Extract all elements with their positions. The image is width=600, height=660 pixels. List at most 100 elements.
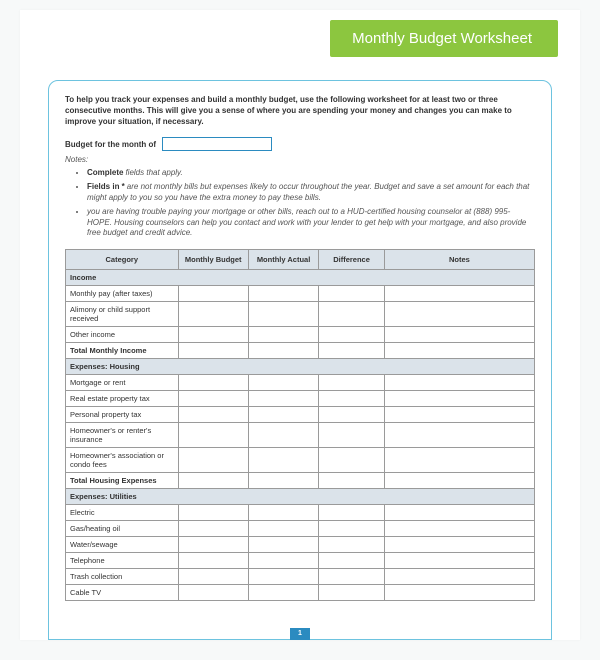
page-title-banner: Monthly Budget Worksheet <box>330 20 558 57</box>
value-cell[interactable] <box>178 505 248 521</box>
value-cell[interactable] <box>384 343 534 359</box>
col-monthly-budget: Monthly Budget <box>178 250 248 270</box>
table-row: Homeowner's or renter's insurance <box>66 423 535 448</box>
value-cell[interactable] <box>384 569 534 585</box>
value-cell[interactable] <box>248 448 318 473</box>
category-cell: Personal property tax <box>66 407 179 423</box>
value-cell[interactable] <box>248 473 318 489</box>
value-cell[interactable] <box>319 423 385 448</box>
value-cell[interactable] <box>384 423 534 448</box>
value-cell[interactable] <box>178 391 248 407</box>
value-cell[interactable] <box>384 537 534 553</box>
value-cell[interactable] <box>319 327 385 343</box>
category-cell: Homeowner's association or condo fees <box>66 448 179 473</box>
table-body: IncomeMonthly pay (after taxes)Alimony o… <box>66 270 535 601</box>
value-cell[interactable] <box>319 448 385 473</box>
value-cell[interactable] <box>178 473 248 489</box>
table-row: Real estate property tax <box>66 391 535 407</box>
value-cell[interactable] <box>319 286 385 302</box>
value-cell[interactable] <box>178 553 248 569</box>
value-cell[interactable] <box>178 327 248 343</box>
category-cell: Water/sewage <box>66 537 179 553</box>
value-cell[interactable] <box>319 521 385 537</box>
value-cell[interactable] <box>384 448 534 473</box>
value-cell[interactable] <box>248 505 318 521</box>
table-row: Cable TV <box>66 585 535 601</box>
value-cell[interactable] <box>384 302 534 327</box>
category-cell: Trash collection <box>66 569 179 585</box>
table-row: Expenses: Housing <box>66 359 535 375</box>
value-cell[interactable] <box>248 327 318 343</box>
value-cell[interactable] <box>384 585 534 601</box>
category-cell: Real estate property tax <box>66 391 179 407</box>
value-cell[interactable] <box>319 375 385 391</box>
value-cell[interactable] <box>384 407 534 423</box>
value-cell[interactable] <box>319 553 385 569</box>
note-item: you are having trouble paying your mortg… <box>87 207 535 239</box>
value-cell[interactable] <box>319 343 385 359</box>
category-cell: Other income <box>66 327 179 343</box>
col-difference: Difference <box>319 250 385 270</box>
category-cell: Total Housing Expenses <box>66 473 179 489</box>
table-row: Alimony or child support received <box>66 302 535 327</box>
intro-text: To help you track your expenses and buil… <box>65 95 535 127</box>
table-row: Total Housing Expenses <box>66 473 535 489</box>
value-cell[interactable] <box>178 521 248 537</box>
value-cell[interactable] <box>384 505 534 521</box>
table-row: Mortgage or rent <box>66 375 535 391</box>
value-cell[interactable] <box>248 569 318 585</box>
col-category: Category <box>66 250 179 270</box>
table-row: Personal property tax <box>66 407 535 423</box>
note-lead: Fields in * <box>87 182 125 191</box>
table-row: Telephone <box>66 553 535 569</box>
value-cell[interactable] <box>319 505 385 521</box>
value-cell[interactable] <box>178 407 248 423</box>
value-cell[interactable] <box>178 302 248 327</box>
category-cell: Telephone <box>66 553 179 569</box>
page-number: 1 <box>298 630 302 637</box>
value-cell[interactable] <box>319 302 385 327</box>
value-cell[interactable] <box>248 585 318 601</box>
value-cell[interactable] <box>248 537 318 553</box>
table-row: Water/sewage <box>66 537 535 553</box>
value-cell[interactable] <box>178 585 248 601</box>
value-cell[interactable] <box>248 375 318 391</box>
value-cell[interactable] <box>319 391 385 407</box>
col-notes: Notes <box>384 250 534 270</box>
notes-label: Notes: <box>65 155 535 164</box>
value-cell[interactable] <box>319 407 385 423</box>
value-cell[interactable] <box>319 473 385 489</box>
value-cell[interactable] <box>178 423 248 448</box>
value-cell[interactable] <box>248 521 318 537</box>
table-row: Homeowner's association or condo fees <box>66 448 535 473</box>
value-cell[interactable] <box>248 553 318 569</box>
value-cell[interactable] <box>178 286 248 302</box>
category-cell: Alimony or child support received <box>66 302 179 327</box>
value-cell[interactable] <box>248 407 318 423</box>
value-cell[interactable] <box>248 286 318 302</box>
value-cell[interactable] <box>384 391 534 407</box>
note-rest: you are having trouble paying your mortg… <box>87 207 526 238</box>
note-item: Fields in *are not monthly bills but exp… <box>87 182 535 204</box>
value-cell[interactable] <box>384 473 534 489</box>
value-cell[interactable] <box>384 521 534 537</box>
value-cell[interactable] <box>384 286 534 302</box>
value-cell[interactable] <box>319 585 385 601</box>
value-cell[interactable] <box>178 448 248 473</box>
value-cell[interactable] <box>248 423 318 448</box>
value-cell[interactable] <box>384 553 534 569</box>
value-cell[interactable] <box>384 327 534 343</box>
value-cell[interactable] <box>248 302 318 327</box>
value-cell[interactable] <box>384 375 534 391</box>
value-cell[interactable] <box>178 569 248 585</box>
value-cell[interactable] <box>178 343 248 359</box>
value-cell[interactable] <box>178 537 248 553</box>
value-cell[interactable] <box>319 569 385 585</box>
value-cell[interactable] <box>178 375 248 391</box>
category-cell: Electric <box>66 505 179 521</box>
value-cell[interactable] <box>319 537 385 553</box>
value-cell[interactable] <box>248 391 318 407</box>
month-input[interactable] <box>162 137 272 151</box>
value-cell[interactable] <box>248 343 318 359</box>
note-item: Completefields that apply. <box>87 168 535 179</box>
